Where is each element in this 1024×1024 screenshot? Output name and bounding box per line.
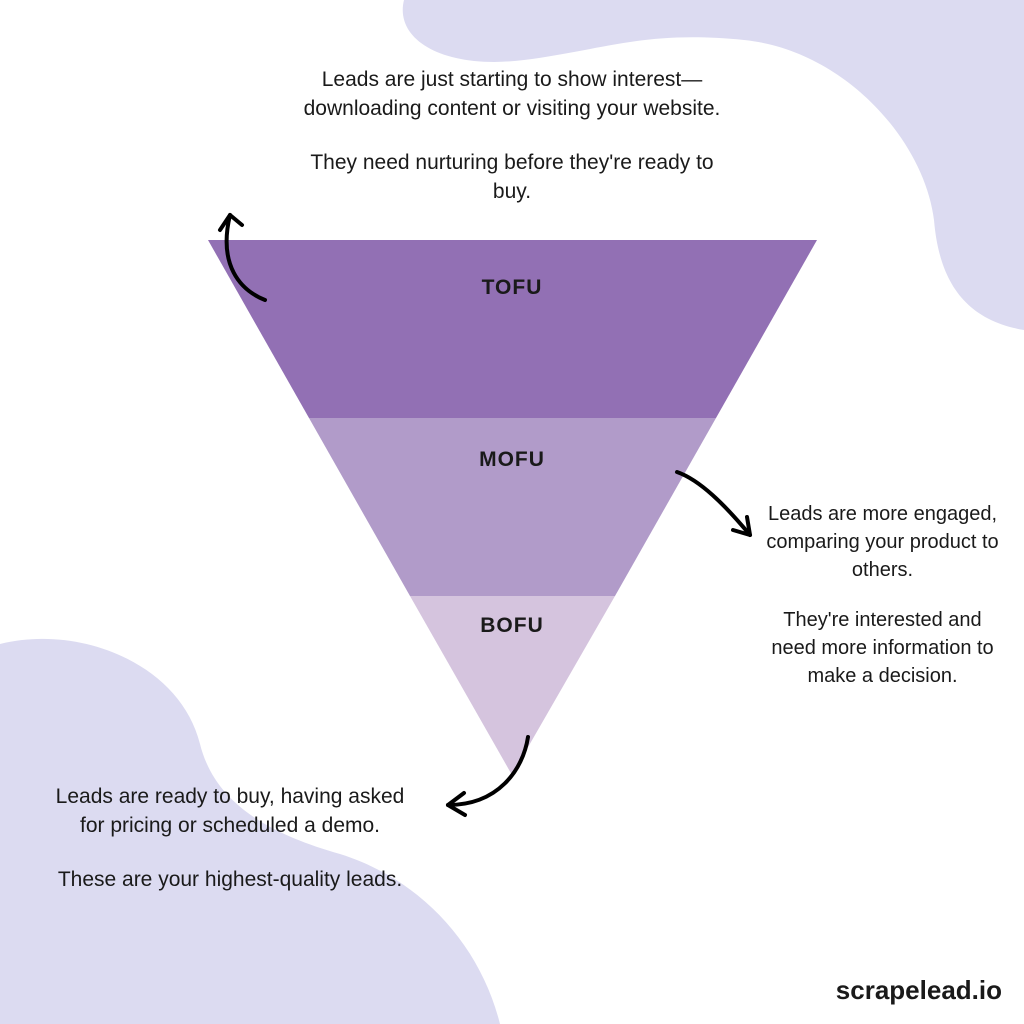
funnel-tofu-section: [208, 240, 817, 418]
bofu-label: BOFU: [462, 614, 562, 638]
mofu-desc-line1: Leads are more engaged,: [745, 500, 1020, 528]
bofu-desc-line1: Leads are ready to buy, having asked: [30, 782, 430, 811]
arrow-tofu: [200, 195, 290, 305]
mofu-desc-line4: They're interested and: [745, 606, 1020, 634]
brand-label: scrapelead.io: [836, 975, 1002, 1006]
mofu-description: Leads are more engaged, comparing your p…: [745, 500, 1020, 690]
mofu-label: MOFU: [462, 448, 562, 472]
arrow-bofu: [428, 725, 543, 825]
funnel-mofu-section: [309, 418, 716, 596]
tofu-label: TOFU: [462, 276, 562, 300]
mofu-desc-line3: others.: [745, 556, 1020, 584]
bofu-description: Leads are ready to buy, having asked for…: [30, 782, 430, 894]
mofu-desc-line5: need more information to: [745, 634, 1020, 662]
mofu-desc-line6: make a decision.: [745, 662, 1020, 690]
mofu-desc-line2: comparing your product to: [745, 528, 1020, 556]
infographic-container: Leads are just starting to show interest…: [0, 0, 1024, 1024]
bofu-desc-line2: for pricing or scheduled a demo.: [30, 811, 430, 840]
bofu-desc-line3: These are your highest-quality leads.: [30, 865, 430, 894]
